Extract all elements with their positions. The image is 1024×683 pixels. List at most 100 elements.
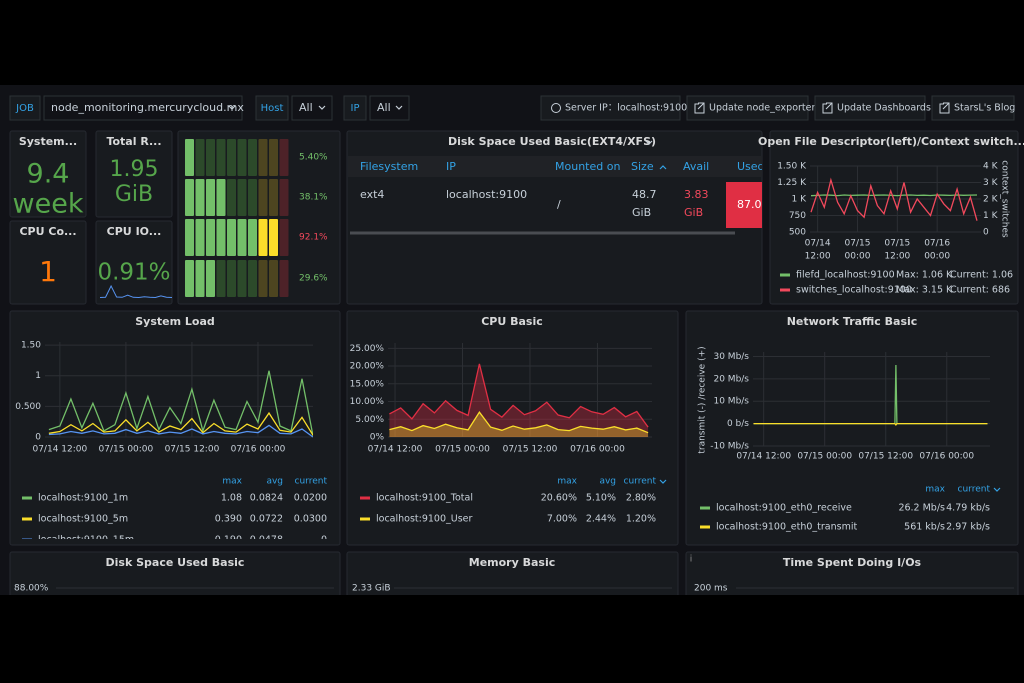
- legend: localhost:9100_eth0_receive 26.2 Mb/s 4.79…: [700, 503, 990, 533]
- stat-title: CPU IO...: [107, 225, 162, 238]
- series-line: [810, 177, 978, 221]
- legend-value: 1.20%: [626, 514, 656, 525]
- server-ip: Server IP：localhost:9100: [565, 103, 687, 114]
- y-tick-label: 10 Mb/s: [713, 397, 749, 407]
- external-link-icon: [822, 102, 833, 114]
- panel-title: System Load: [135, 315, 215, 328]
- y-tick-label: 20.00%: [350, 362, 385, 372]
- y2-axis-label: context_switches: [1000, 160, 1010, 238]
- gauge-cell: [227, 179, 236, 216]
- y-tick-label: 2.33 GiB: [352, 584, 391, 594]
- legend-column-header: avg: [266, 477, 283, 487]
- chevron-icon: [993, 487, 1001, 492]
- stat-unit: GiB: [115, 182, 153, 207]
- external-link-icon: [939, 102, 950, 114]
- cell: ext4: [360, 188, 384, 201]
- gauge-cell: [206, 260, 215, 297]
- stat-value: 1.95: [110, 157, 159, 182]
- legend-value: Max: 3.15 K: [896, 285, 953, 296]
- panel-title: Network Traffic Basic: [787, 315, 918, 328]
- bar-gauge: [185, 179, 289, 216]
- gauge-cell: [269, 260, 278, 297]
- legend: filefd_localhost:9100 Max: 1.06 KCurrent:…: [780, 270, 1023, 296]
- link-label: StarsL's Blog: [954, 103, 1015, 114]
- x-tick-label: 07/15 00:00: [99, 445, 154, 455]
- gauge-cell: [279, 260, 289, 297]
- gauge-cell: [195, 260, 205, 297]
- dashboard: JOB node_monitoring.mercurycloud.mx Host Al…: [0, 85, 1024, 595]
- legend: localhost:9100_Total 20.60% 5.10% 2.80% loca…: [360, 493, 656, 525]
- plot: [810, 177, 978, 221]
- y-tick-label: 0 b/s: [727, 419, 749, 429]
- stat-value: 1: [39, 255, 57, 288]
- panel-title: Memory Basic: [469, 556, 556, 569]
- gauge-cell: [185, 139, 194, 176]
- stat-title: Total R...: [106, 135, 161, 148]
- x-tick-label: 07/16 00:00: [924, 238, 950, 261]
- chevron-icon: [659, 479, 667, 484]
- panel-title: Disk Space Used Basic: [106, 556, 245, 569]
- gauge-cell: [195, 139, 205, 176]
- x-tick-label: 07/15 00:00: [435, 445, 490, 455]
- legend-column-header: avg: [599, 477, 616, 487]
- y-tick-label: 30 Mb/s: [713, 352, 749, 362]
- legend-name: localhost:9100_5m: [38, 514, 128, 525]
- legend-value: Current: 686: [950, 285, 1010, 296]
- gauge-cell: [227, 139, 236, 176]
- series-line: [48, 370, 313, 436]
- y-axis-label: transmit (-) /receive (+): [698, 346, 708, 453]
- legend-value: 0: [321, 535, 327, 546]
- x-tick-label: 07/14 12:00: [368, 445, 423, 455]
- chevron-icon: [659, 165, 667, 170]
- legend-value: 2.80%: [626, 493, 656, 504]
- plot: [48, 370, 313, 438]
- legend-column-header: max: [222, 477, 242, 487]
- legend-value: 0.0200: [294, 493, 327, 504]
- chevron-icon: [395, 105, 403, 110]
- legend-column-header: current: [295, 477, 328, 487]
- gauge-cell: [279, 219, 289, 256]
- chevron-icon: [645, 140, 653, 145]
- gauge-label: 38.1%: [299, 193, 328, 203]
- gauge-label: 5.40%: [299, 153, 328, 163]
- table: Filesystem IP Mounted on Size Avail Used ext4 l…: [348, 156, 762, 235]
- gauge-cell: [216, 139, 226, 176]
- gauge-cell: [206, 219, 215, 256]
- series-line: [389, 363, 649, 428]
- panel: [685, 310, 1019, 546]
- x-tick-label: 07/16 00:00: [231, 445, 286, 455]
- legend-value: 2.44%: [586, 514, 616, 525]
- column-header: Mounted on: [555, 160, 620, 173]
- gauge-cell: [216, 179, 226, 216]
- server-ip-button: [540, 95, 681, 121]
- legend-value: 0.190: [215, 535, 242, 546]
- variable-value: All: [377, 101, 391, 114]
- legend-name: localhost:9100_15m: [38, 535, 134, 546]
- legend-value: Current: 1.06 K: [950, 270, 1023, 281]
- variable-value: All: [299, 101, 313, 114]
- y-tick-label: 25.00%: [350, 344, 385, 354]
- x-tick-label: 07/15 12:00: [884, 238, 910, 261]
- link-button: [814, 95, 926, 121]
- link-button: [686, 95, 809, 121]
- gauge-cell: [248, 179, 257, 216]
- column-header: IP: [446, 160, 456, 173]
- variable-value: node_monitoring.mercurycloud.mx: [51, 101, 244, 114]
- gauge-cell: [269, 219, 278, 256]
- variable-label: Host: [261, 103, 284, 114]
- cell: 48.7 GiB: [632, 188, 657, 219]
- series-line: [389, 411, 649, 434]
- link-button: [931, 95, 1015, 121]
- bar-gauge: [185, 260, 289, 297]
- panel: [769, 130, 1019, 305]
- legend-column-header: current: [958, 485, 991, 495]
- y-tick-label: 88.00%: [14, 584, 49, 594]
- y2-tick-label: 0: [983, 228, 989, 238]
- gauge-cell: [216, 260, 226, 297]
- gauge-cell: [279, 139, 289, 176]
- column-header: Size: [631, 160, 654, 173]
- panel: [346, 310, 679, 546]
- y2-tick-label: 4 K: [983, 162, 999, 172]
- gauge-cell: [258, 219, 268, 256]
